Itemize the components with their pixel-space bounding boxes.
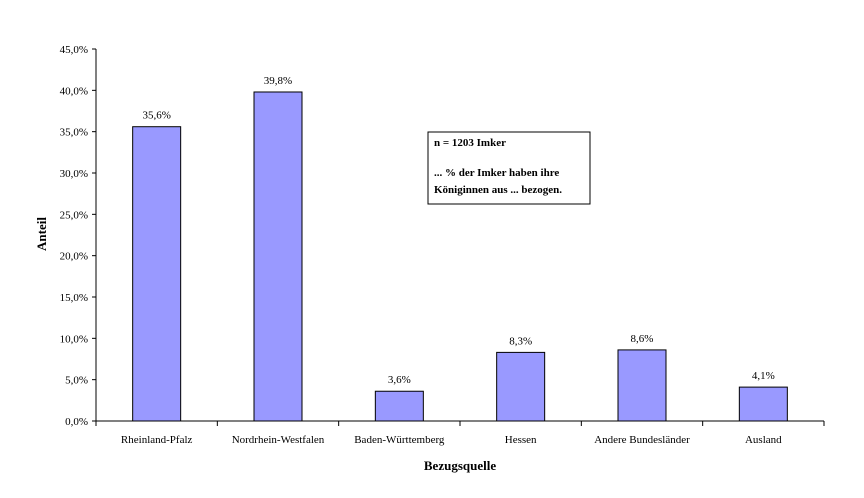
annotation-line-3: Königinnen aus ... bezogen. [434,184,562,196]
annotation-box: n = 1203 Imker ... % der Imker haben ihr… [427,131,591,205]
data-labels: 35,6% 39,8% 3,6% 8,3% 8,6% 4,1% [142,75,774,386]
y-tick-label: 20,0% [60,251,88,263]
y-tick-label: 35,0% [60,127,88,139]
y-tick-label: 30,0% [60,168,88,180]
bar-value-label: 39,8% [264,75,292,87]
bar [496,351,546,422]
y-axis-title: Anteil [34,217,49,251]
bar [617,349,667,422]
bar-value-label: 4,1% [752,370,775,382]
x-category-label: Nordrhein-Westfalen [232,434,325,446]
bar-value-label: 3,6% [388,374,411,386]
x-axis-categories: Rheinland-Pfalz Nordrhein-Westfalen Baden-… [95,421,825,446]
annotation-line-2: ... % der Imker haben ihre [434,167,559,179]
annotation-line-1: n = 1203 Imker [434,137,506,149]
y-tick-label: 40,0% [60,85,88,97]
x-category-label: Ausland [745,434,782,446]
y-axis-ticks: 0,0% 5,0% 10,0% 15,0% 20,0% 25,0% 30,0% 35,0% 40… [60,44,96,428]
y-tick-label: 45,0% [60,44,88,56]
y-tick-label: 15,0% [60,292,88,304]
y-tick-label: 25,0% [60,209,88,221]
bar [738,386,788,422]
y-tick-label: 10,0% [60,333,88,345]
bar [374,390,424,422]
x-category-label: Andere Bundesländer [594,434,690,446]
y-tick-label: 5,0% [65,375,88,387]
bar-value-label: 8,3% [509,335,532,347]
x-category-label: Rheinland-Pfalz [121,434,193,446]
x-category-label: Baden-Württemberg [354,434,445,446]
x-axis-title: Bezugsquelle [424,458,496,473]
y-tick-label: 0,0% [65,416,88,428]
bar-value-label: 35,6% [142,110,170,122]
bar [132,126,182,422]
bar-value-label: 8,6% [631,333,654,345]
x-category-label: Hessen [505,434,537,446]
bar [253,91,303,422]
